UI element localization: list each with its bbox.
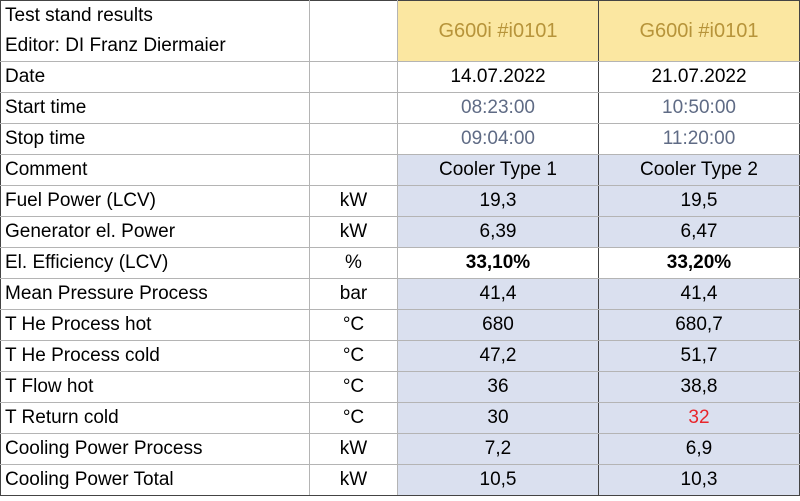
table-row-stop-time: Stop time 09:04:00 11:20:00 [0,123,800,155]
row-label: T He Process cold [0,340,310,372]
row-label: Start time [0,92,310,124]
value-b: Cooler Type 2 [598,154,800,186]
row-label: T Flow hot [0,371,310,403]
value-b: 6,9 [598,433,800,465]
table-row-t-he-cold: T He Process cold °C 47,2 51,7 [0,340,800,372]
model-header-a: G600i #i0101 [397,0,599,62]
row-label: Cooling Power Total [0,464,310,496]
table-row-date: Date 14.07.2022 21.07.2022 [0,61,800,93]
row-unit: % [309,247,398,279]
value-a: 09:04:00 [397,123,599,155]
table-row-start-time: Start time 08:23:00 10:50:00 [0,92,800,124]
value-b: 11:20:00 [598,123,800,155]
value-a: Cooler Type 1 [397,154,599,186]
row-unit [309,123,398,155]
value-a: 41,4 [397,278,599,310]
row-label: Date [0,61,310,93]
value-b: 10,3 [598,464,800,496]
table-row-generator-power: Generator el. Power kW 6,39 6,47 [0,216,800,248]
table-header-row: Test stand results Editor: DI Franz Dier… [0,0,800,62]
value-b: 10:50:00 [598,92,800,124]
row-label: Generator el. Power [0,216,310,248]
model-header-b: G600i #i0101 [598,0,800,62]
row-unit: bar [309,278,398,310]
value-a: 30 [397,402,599,434]
row-label: T Return cold [0,402,310,434]
value-b-highlighted: 32 [598,402,800,434]
table-row-cooling-total: Cooling Power Total kW 10,5 10,3 [0,464,800,496]
row-unit: kW [309,464,398,496]
value-a: 08:23:00 [397,92,599,124]
row-label: T He Process hot [0,309,310,341]
row-unit: °C [309,402,398,434]
row-unit: °C [309,340,398,372]
value-a: 19,3 [397,185,599,217]
value-b: 38,8 [598,371,800,403]
value-a: 6,39 [397,216,599,248]
row-unit [309,61,398,93]
row-label: El. Efficiency (LCV) [0,247,310,279]
value-b: 51,7 [598,340,800,372]
table-title-cell: Test stand results Editor: DI Franz Dier… [0,0,310,62]
value-b: 41,4 [598,278,800,310]
value-a: 33,10% [397,247,599,279]
table-row-comment: Comment Cooler Type 1 Cooler Type 2 [0,154,800,186]
row-label: Fuel Power (LCV) [0,185,310,217]
table-row-mean-pressure: Mean Pressure Process bar 41,4 41,4 [0,278,800,310]
value-b: 33,20% [598,247,800,279]
value-b: 6,47 [598,216,800,248]
table-row-t-flow-hot: T Flow hot °C 36 38,8 [0,371,800,403]
value-a: 14.07.2022 [397,61,599,93]
table-editor: Editor: DI Franz Diermaier [5,35,226,56]
row-unit: °C [309,309,398,341]
row-unit: kW [309,433,398,465]
row-unit: kW [309,185,398,217]
row-unit: °C [309,371,398,403]
table-row-efficiency: El. Efficiency (LCV) % 33,10% 33,20% [0,247,800,279]
table-row-cooling-process: Cooling Power Process kW 7,2 6,9 [0,433,800,465]
row-unit [309,92,398,124]
value-b: 19,5 [598,185,800,217]
row-label: Mean Pressure Process [0,278,310,310]
value-b: 680,7 [598,309,800,341]
value-a: 36 [397,371,599,403]
row-label: Comment [0,154,310,186]
table-row-t-return-cold: T Return cold °C 30 32 [0,402,800,434]
value-a: 10,5 [397,464,599,496]
value-a: 7,2 [397,433,599,465]
row-unit [309,154,398,186]
value-a: 680 [397,309,599,341]
row-unit: kW [309,216,398,248]
table-row-t-he-hot: T He Process hot °C 680 680,7 [0,309,800,341]
table-title: Test stand results [5,5,153,26]
value-a: 47,2 [397,340,599,372]
table-row-fuel-power: Fuel Power (LCV) kW 19,3 19,5 [0,185,800,217]
row-label: Cooling Power Process [0,433,310,465]
row-label: Stop time [0,123,310,155]
value-b: 21.07.2022 [598,61,800,93]
unit-header-cell [309,0,398,62]
